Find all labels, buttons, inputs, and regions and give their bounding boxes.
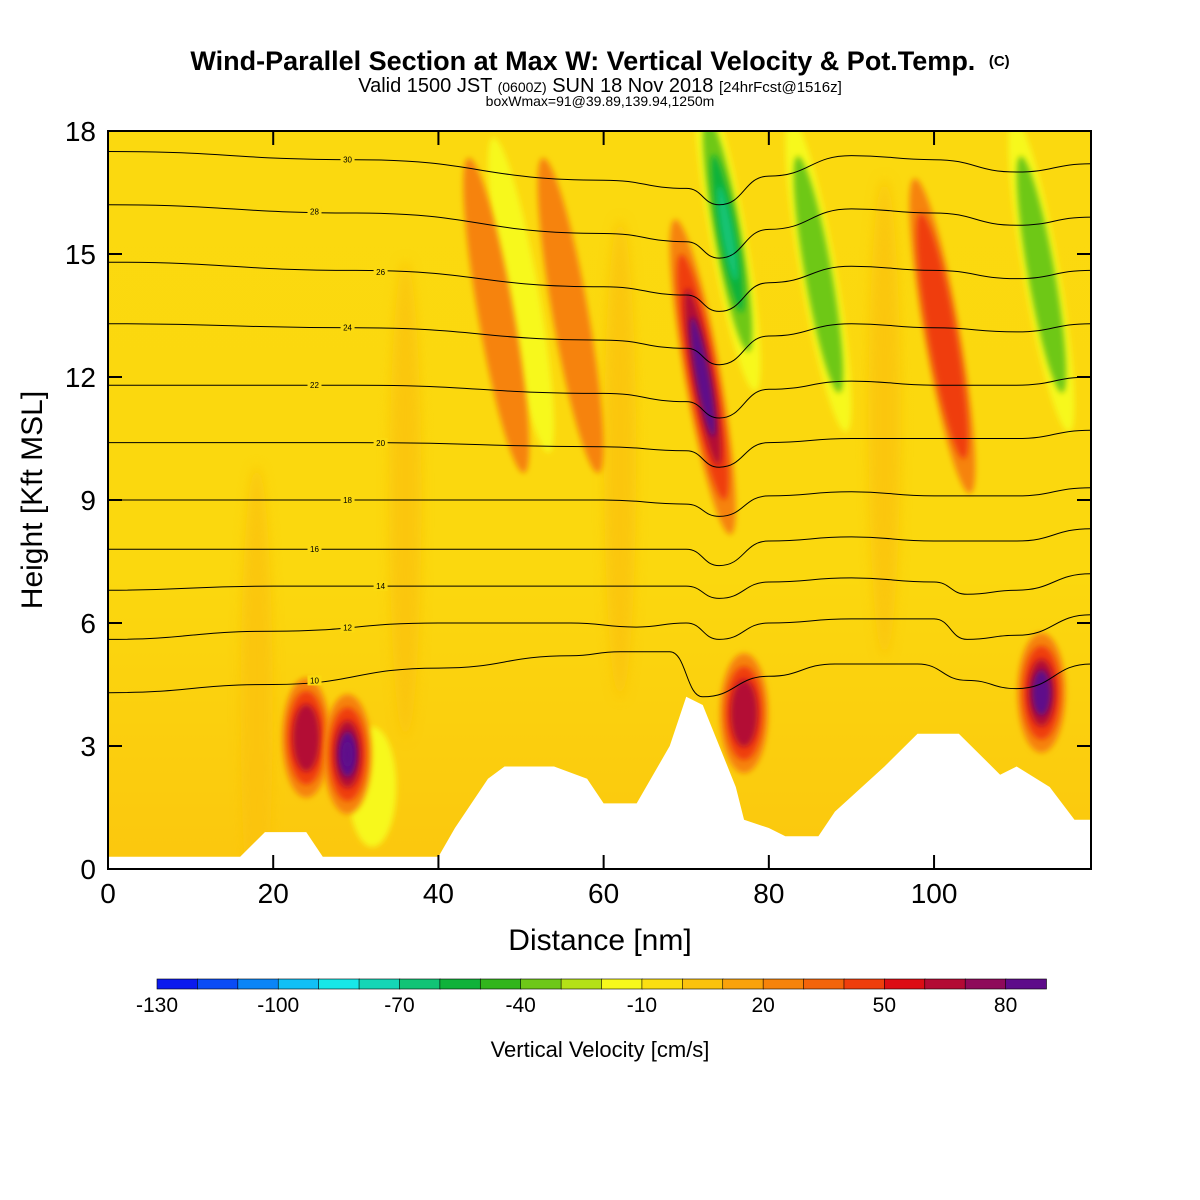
downdraft-cell	[785, 131, 852, 433]
y-tick-label: 0	[80, 854, 96, 885]
colorbar-tick-label: -10	[627, 994, 657, 1017]
chart-title: Wind-Parallel Section at Max W: Vertical…	[190, 46, 1009, 76]
colorbar-swatch	[843, 978, 886, 990]
colorbar-swatch	[722, 978, 764, 990]
colorbar-tick-label: -130	[136, 994, 178, 1017]
y-tick-label: 12	[65, 362, 96, 393]
colorbar-swatch	[641, 978, 684, 990]
colorbar-swatch	[884, 978, 926, 990]
colorbar-swatch	[520, 978, 562, 990]
x-tick-label: 20	[258, 878, 289, 909]
valid-time-line: Valid 1500 JST (0600Z) SUN 18 Nov 2018 […	[358, 75, 842, 97]
updraft-cell	[1017, 632, 1066, 753]
y-axis-ticks: 0 3 6 9 12 15 18	[65, 116, 1091, 885]
x-tick-label: 40	[423, 878, 454, 909]
isentrope-line	[108, 487, 1091, 517]
colorbar-tick-label: -70	[384, 994, 414, 1017]
colorbar-tick-label: -40	[506, 994, 536, 1017]
colorbar-swatch	[601, 978, 643, 990]
updraft-cell	[669, 219, 736, 535]
x-tick-label: 60	[588, 878, 619, 909]
colorbar	[156, 978, 1047, 990]
colorbar-swatch	[197, 978, 239, 990]
downdraft-cell	[1008, 131, 1075, 433]
colorbar-tick-label: 50	[873, 994, 896, 1017]
isentrope-label: 16	[310, 545, 319, 554]
downdraft-cell	[488, 137, 554, 453]
copyright-mark: (C)	[989, 53, 1010, 70]
isentrope-line	[108, 429, 1091, 468]
x-axis-label: Distance [nm]	[508, 924, 691, 957]
isentrope-labels: 10 12 14 16 18 20 22 24 26 28 30	[307, 154, 388, 686]
updraft-cell	[720, 653, 769, 774]
updraft-cell	[282, 677, 331, 798]
y-tick-label: 6	[80, 608, 96, 639]
isentrope-line	[108, 614, 1091, 640]
downdraft-cell	[694, 131, 761, 392]
isentrope-line	[108, 528, 1091, 567]
isentrope-line	[108, 573, 1091, 599]
colorbar-swatch	[762, 978, 805, 990]
plot-area	[108, 131, 1091, 869]
x-tick-label: 100	[911, 878, 958, 909]
colorbar-swatch	[358, 978, 401, 990]
velocity-field	[240, 131, 1075, 869]
colorbar-swatch	[277, 978, 320, 990]
isentrope-line	[108, 204, 1091, 259]
colorbar-tick-labels: -130 -100 -70 -40 -10 20 50 80	[136, 994, 1017, 1017]
colorbar-swatch	[560, 978, 603, 990]
isentrope-label: 12	[343, 624, 352, 633]
updraft-cell	[909, 178, 976, 494]
isentrope-line	[108, 151, 1091, 206]
potential-temperature-contours	[108, 151, 1091, 698]
colorbar-label: Vertical Velocity [cm/s]	[491, 1037, 710, 1062]
isentrope-line	[108, 323, 1091, 366]
colorbar-swatch	[399, 978, 441, 990]
updraft-cell	[323, 694, 372, 815]
colorbar-tick-label: 80	[994, 994, 1017, 1017]
colorbar-tick-label: -100	[257, 994, 299, 1017]
colorbar-swatch	[237, 978, 280, 990]
y-axis-label: Height [Kft MSL]	[16, 391, 49, 609]
terrain-mask	[108, 696, 1091, 869]
colorbar-swatch	[479, 978, 522, 990]
colorbar-swatch	[682, 978, 724, 990]
updraft-cell	[537, 157, 604, 474]
colorbar-swatch	[1005, 978, 1047, 990]
colorbar-swatch	[156, 978, 199, 990]
isentrope-label: 28	[310, 208, 319, 217]
colorbar-swatch	[318, 978, 360, 990]
isentrope-label: 10	[310, 676, 319, 685]
isentrope-label: 22	[310, 381, 319, 390]
x-tick-label: 0	[100, 878, 116, 909]
isentrope-label: 14	[376, 582, 385, 591]
isentrope-label: 24	[343, 324, 352, 333]
isentrope-line	[108, 376, 1091, 419]
colorbar-swatch	[439, 978, 482, 990]
y-tick-label: 3	[80, 731, 96, 762]
colorbar-tick-label: 20	[751, 994, 774, 1017]
y-tick-label: 18	[65, 116, 96, 147]
isentrope-label: 20	[376, 439, 385, 448]
isentrope-label: 18	[343, 496, 352, 505]
box-max-info: boxWmax=91@39.89,139.94,1250m	[486, 93, 715, 109]
colorbar-swatch	[803, 978, 845, 990]
isentrope-label: 30	[343, 155, 352, 164]
y-tick-label: 9	[80, 485, 96, 516]
isentrope-line	[108, 261, 1091, 312]
colorbar-swatch	[964, 978, 1007, 990]
y-tick-label: 15	[65, 239, 96, 270]
x-axis-ticks: 0 20 40 60 80 100	[100, 131, 957, 909]
isentrope-line	[108, 651, 1091, 698]
isentrope-label: 26	[376, 268, 385, 277]
x-tick-label: 80	[753, 878, 784, 909]
updraft-cell	[463, 157, 530, 474]
colorbar-swatch	[924, 978, 966, 990]
